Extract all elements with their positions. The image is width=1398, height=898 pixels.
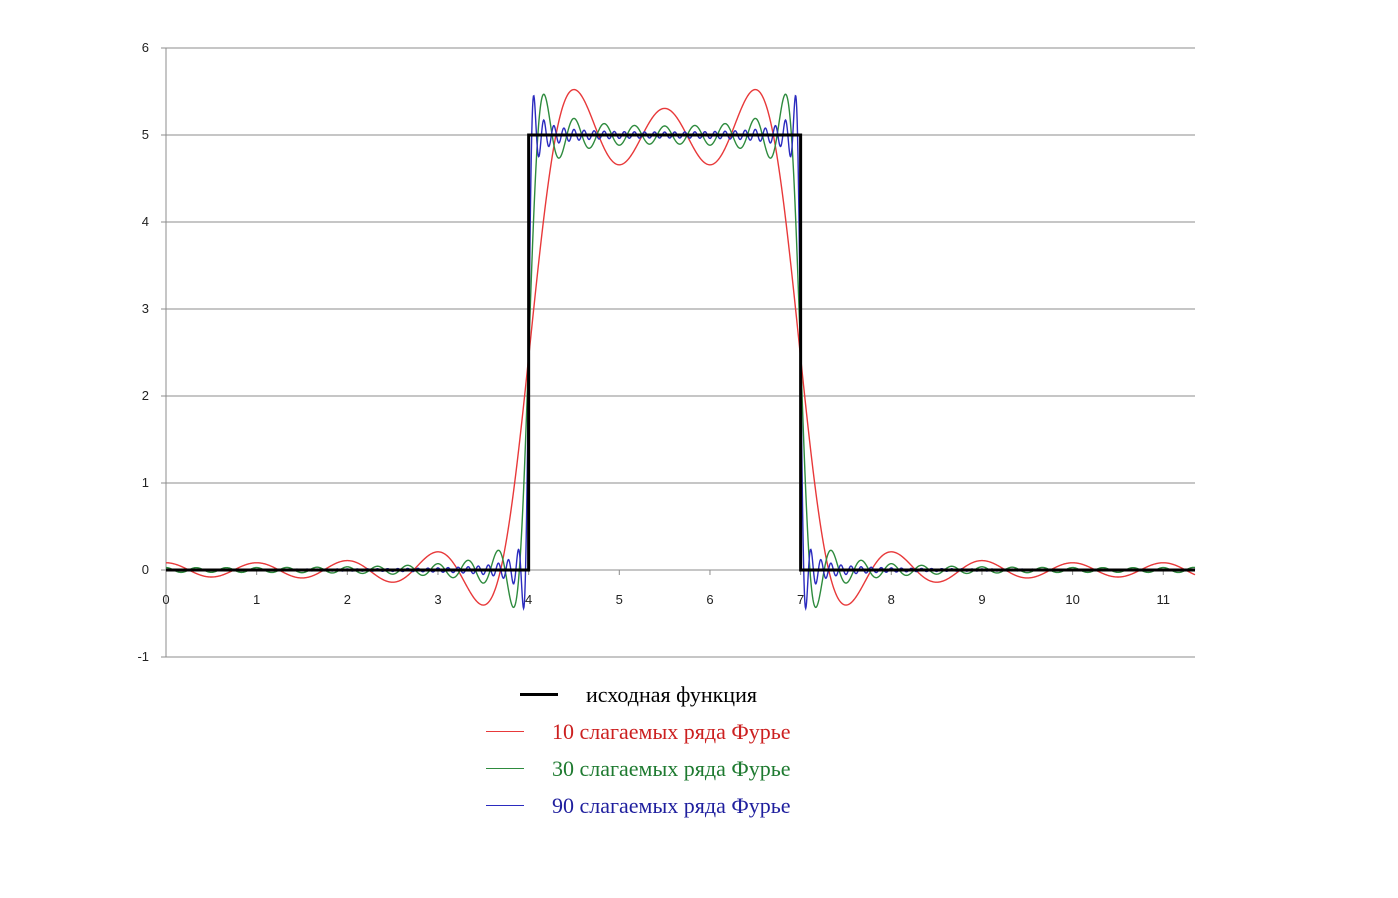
y-tick-label: -1 bbox=[137, 649, 149, 664]
series-line-30-terms bbox=[166, 93, 1196, 609]
x-tick-label: 3 bbox=[434, 592, 441, 607]
x-tick-label: 6 bbox=[706, 592, 713, 607]
legend-label-90-terms: 90 слагаемых ряда Фурье bbox=[552, 792, 791, 818]
y-tick-labels: 6 5 4 3 2 1 0 -1 bbox=[137, 40, 149, 664]
x-tick-label: 8 bbox=[888, 592, 895, 607]
y-tick-label: 0 bbox=[142, 562, 149, 577]
y-tick-label: 2 bbox=[142, 388, 149, 403]
x-tick-label: 10 bbox=[1065, 592, 1079, 607]
x-tick-label: 2 bbox=[344, 592, 351, 607]
x-tick-label: 0 bbox=[162, 592, 169, 607]
y-tick-label: 3 bbox=[142, 301, 149, 316]
series-line-10-terms bbox=[166, 88, 1196, 606]
x-tick-label: 5 bbox=[616, 592, 623, 607]
legend-item-30-terms: 30 слагаемых ряда Фурье bbox=[486, 750, 906, 787]
legend-item-original: исходная функция bbox=[520, 676, 906, 713]
legend: исходная функция 10 слагаемых ряда Фурье… bbox=[486, 676, 906, 824]
series-line-original bbox=[166, 133, 1195, 572]
series-layer bbox=[165, 88, 1196, 611]
y-tick-label: 4 bbox=[142, 214, 149, 229]
legend-label-original: исходная функция bbox=[586, 681, 757, 707]
legend-swatch-30-terms bbox=[486, 768, 524, 769]
legend-label-30-terms: 30 слагаемых ряда Фурье bbox=[552, 755, 791, 781]
x-tick-label: 11 bbox=[1157, 592, 1171, 607]
series-line-90-terms bbox=[165, 94, 1196, 611]
y-tick-label: 1 bbox=[142, 475, 149, 490]
legend-swatch-original bbox=[520, 693, 558, 696]
y-tick-label: 6 bbox=[142, 40, 149, 55]
grid-layer bbox=[166, 47, 1195, 658]
x-tick-label: 1 bbox=[253, 592, 260, 607]
legend-item-90-terms: 90 слагаемых ряда Фурье bbox=[486, 787, 906, 824]
y-tick-label: 5 bbox=[142, 127, 149, 142]
legend-item-10-terms: 10 слагаемых ряда Фурье bbox=[486, 713, 906, 750]
legend-label-10-terms: 10 слагаемых ряда Фурье bbox=[552, 718, 791, 744]
legend-swatch-10-terms bbox=[486, 731, 524, 732]
x-tick-labels: 0 1 2 3 4 5 6 7 8 9 10 11 bbox=[162, 592, 1170, 607]
axis-layer bbox=[161, 47, 1195, 658]
x-tick-label: 4 bbox=[525, 592, 532, 607]
legend-swatch-90-terms bbox=[486, 805, 524, 806]
x-tick-label: 7 bbox=[797, 592, 804, 607]
x-tick-label: 9 bbox=[978, 592, 985, 607]
